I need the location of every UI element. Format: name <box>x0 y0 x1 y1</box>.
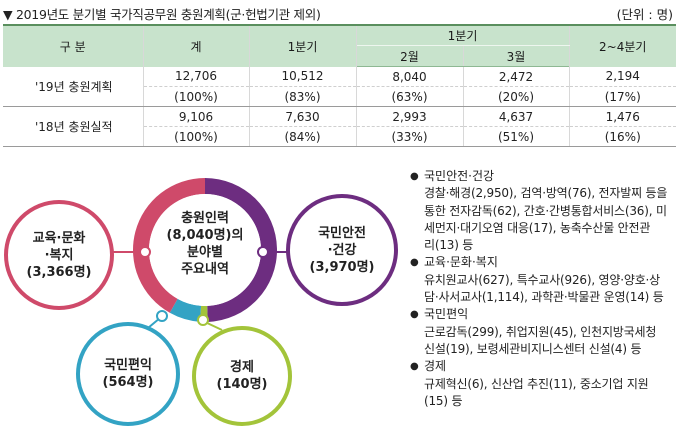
cell-percent: (83%) <box>248 86 357 107</box>
table-row: (100%) (84%) (33%) (51%) (16%) <box>3 126 676 147</box>
recruitment-table: 구 분 계 1분기 1분기 2~4분기 2월 3월 '19년 충원계획 12,7… <box>3 24 676 147</box>
cell-value: 2,993 <box>355 106 464 127</box>
cell-percent: (100%) <box>143 86 250 107</box>
list-item: 국민안전·건강 경찰·해경(2,950), 검역·방역(76), 전자발찌 등을… <box>410 168 676 254</box>
cell-value: 4,637 <box>462 106 570 127</box>
cell-value: 1,476 <box>568 106 676 127</box>
ring-segment-edu <box>133 178 205 313</box>
unit-label: (단위 : 명) <box>616 7 673 22</box>
table-header-row: 구 분 계 1분기 1분기 2~4분기 <box>3 24 676 67</box>
list-detail: 리(13) 등 <box>424 238 474 253</box>
list-category: 국민편익 <box>410 306 676 324</box>
cell-percent: (16%) <box>568 126 676 147</box>
cell-value: 2,194 <box>568 66 676 87</box>
table-row: (100%) (83%) (63%) (20%) (17%) <box>3 86 676 107</box>
list-detail: (15) 등 <box>424 393 463 408</box>
cell-percent: (84%) <box>248 126 357 147</box>
list-category: 교육·문화·복지 <box>410 254 676 272</box>
table-subheader-row: 2월 3월 <box>3 45 676 67</box>
header-q1-group: 1분기 <box>355 24 570 46</box>
cell-value: 12,706 <box>142 66 250 87</box>
list-item: 교육·문화·복지 유치원교사(627), 특수교사(926), 영양·양호·상 … <box>410 254 676 306</box>
header-category: 구 분 <box>3 24 144 67</box>
list-detail: 담·사서교사(1,114), 과학관·박물관 운영(14) 등 <box>424 290 664 305</box>
row-label: '19년 충원계획 <box>3 66 144 107</box>
header-q1: 1분기 <box>248 24 357 67</box>
cell-percent: (20%) <box>462 86 570 107</box>
header-mar: 3월 <box>462 45 569 67</box>
list-detail: 규제혁신(6), 신산업 추진(11), 중소기업 지원 <box>424 376 649 391</box>
list-item: 국민편익 근로감독(299), 취업지원(45), 인천지방국세청 신설(19)… <box>410 306 676 358</box>
title-row: ▼ 2019년도 분기별 국가직공무원 충원계획(군·헌법기관 제외) (단위 … <box>3 4 675 22</box>
cell-value: 9,106 <box>142 106 250 127</box>
connector-dot-safety <box>257 246 269 258</box>
header-q2-4: 2~4분기 <box>568 24 676 67</box>
cell-value: 10,512 <box>248 66 357 87</box>
bubble-safety-health: 국민안전 ·건강 (3,970명) <box>286 194 398 306</box>
table-row: '19년 충원계획 12,706 10,512 8,040 2,472 2,19… <box>3 66 676 107</box>
cell-percent: (17%) <box>568 86 676 107</box>
bubble-economy: 경제 (140명) <box>192 326 292 426</box>
header-feb: 2월 <box>356 45 464 67</box>
list-detail: 근로감독(299), 취업지원(45), 인천지방국세청 <box>424 324 657 339</box>
detail-list: 국민안전·건강 경찰·해경(2,950), 검역·방역(76), 전자발찌 등을… <box>410 168 676 410</box>
ring-hole <box>149 194 261 306</box>
table-title: ▼ 2019년도 분기별 국가직공무원 충원계획(군·헌법기관 제외) <box>3 7 321 22</box>
list-detail: 통한 전자감독(62), 간호·간병통합서비스(36), 미 <box>424 203 667 218</box>
list-category: 경제 <box>410 358 676 376</box>
list-detail: 세먼지·대기오염 대응(17), 농축수산물 안전관 <box>424 220 651 235</box>
ring-segment-convenience <box>169 298 202 322</box>
header-total: 계 <box>142 24 250 67</box>
cell-value: 7,630 <box>248 106 357 127</box>
connector-dot-edu <box>139 246 151 258</box>
connector-dot-economy <box>197 314 209 326</box>
cell-percent: (63%) <box>355 86 464 107</box>
row-label: '18년 충원실적 <box>3 106 144 147</box>
ring-segment-safety <box>205 178 277 322</box>
list-item: 경제 규제혁신(6), 신산업 추진(11), 중소기업 지원 (15) 등 <box>410 358 676 410</box>
connector-dot-convenience <box>156 310 168 322</box>
cell-percent: (33%) <box>355 126 464 147</box>
donut-center-label: 충원인력 (8,040명)의 분야별 주요내역 <box>166 211 244 277</box>
list-detail: 경찰·해경(2,950), 검역·방역(76), 전자발찌 등을 <box>424 186 668 201</box>
cell-percent: (51%) <box>462 126 570 147</box>
cell-percent: (100%) <box>143 126 250 147</box>
cell-value: 8,040 <box>355 66 464 87</box>
bubble-public-convenience: 국민편익 (564명) <box>76 322 180 426</box>
donut-ring <box>108 178 290 331</box>
table-row: '18년 충원실적 9,106 7,630 2,993 4,637 1,476 <box>3 106 676 147</box>
cell-value: 2,472 <box>462 66 570 87</box>
breakdown-diagram: 충원인력 (8,040명)의 분야별 주요내역 교육·문화 ·복지 (3,366… <box>0 170 400 426</box>
list-category: 국민안전·건강 <box>410 168 676 186</box>
list-detail: 유치원교사(627), 특수교사(926), 영양·양호·상 <box>424 272 660 287</box>
bubble-edu-culture-welfare: 교육·문화 ·복지 (3,366명) <box>4 200 114 310</box>
list-detail: 신설(19), 보령세관비지니스센터 신설(4) 등 <box>424 341 642 356</box>
